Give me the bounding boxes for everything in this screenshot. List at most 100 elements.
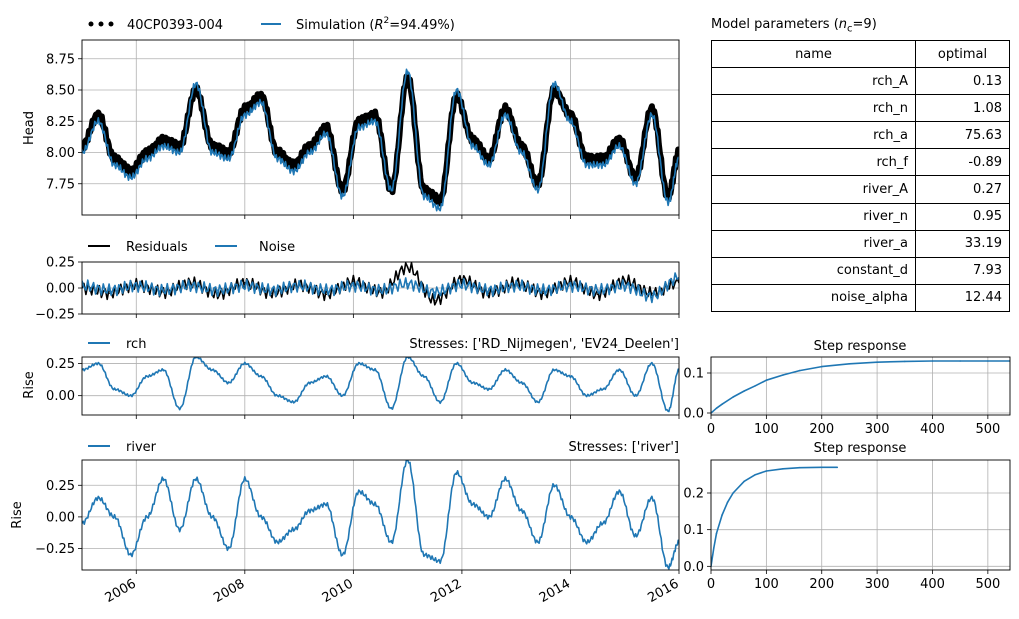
data-point	[585, 394, 588, 397]
rch-contribution-plot: 0.00 0.25	[46, 356, 680, 419]
data-point	[602, 388, 604, 391]
data-point	[340, 187, 346, 193]
y-tick-label: 0.25	[46, 357, 75, 372]
data-point	[616, 137, 622, 143]
legend-sim-label: Simulation (R2=94.49%)	[296, 16, 455, 33]
param-name: constant_d	[711, 256, 916, 285]
x-tick-label: 2014	[537, 576, 573, 606]
data-point	[372, 112, 378, 118]
param-value: -0.89	[915, 148, 1010, 177]
data-point	[341, 394, 344, 397]
data-point	[488, 164, 490, 166]
data-point	[292, 401, 295, 403]
residuals-legend: Residuals Noise	[88, 240, 295, 255]
data-point	[623, 285, 626, 287]
data-point	[651, 292, 653, 295]
data-point	[211, 369, 214, 371]
y-tick-label: 0.2	[683, 487, 704, 502]
river-legend: river Stresses: ['river']	[88, 440, 679, 455]
river-ylabel: Rise	[10, 501, 25, 528]
data-point	[406, 266, 409, 269]
data-point	[754, 473, 757, 476]
data-point	[470, 137, 476, 143]
data-point	[651, 497, 653, 499]
data-point	[584, 156, 590, 162]
data-point	[715, 532, 718, 535]
y-tick-label: 0.25	[46, 479, 75, 494]
data-point	[602, 522, 604, 525]
data-point	[379, 289, 382, 291]
data-point	[959, 360, 961, 362]
data-point	[649, 106, 655, 112]
data-point	[162, 478, 165, 480]
data-point	[553, 484, 555, 487]
y-tick-label: 8.25	[46, 115, 75, 130]
y-tick-label: 0.25	[46, 256, 75, 271]
data-point	[226, 150, 232, 155]
param-value: 0.95	[915, 202, 1010, 231]
data-point	[146, 375, 148, 378]
param-name: rch_A	[711, 67, 916, 96]
legend-obs-marker	[88, 21, 94, 27]
param-value: 1.08	[915, 94, 1010, 123]
step1-title: Step response	[814, 339, 907, 354]
data-point	[798, 369, 801, 372]
data-point	[987, 360, 989, 362]
data-point	[146, 157, 148, 160]
data-point	[189, 285, 192, 287]
data-point	[726, 501, 729, 503]
data-point	[471, 145, 474, 148]
data-point	[374, 503, 376, 506]
data-point	[216, 289, 219, 291]
data-point	[455, 471, 458, 474]
data-point	[309, 381, 311, 384]
data-point	[537, 189, 539, 191]
data-point	[567, 112, 573, 118]
data-point	[585, 164, 588, 166]
x-tick-label: 0	[707, 577, 715, 592]
data-point	[108, 292, 110, 295]
data-point	[209, 143, 215, 149]
data-point	[569, 516, 572, 518]
data-point	[325, 503, 328, 506]
data-point	[667, 410, 669, 412]
data-point	[634, 394, 637, 397]
legend-river-label: river	[126, 440, 157, 455]
rch-legend: rch Stresses: ['RD_Nijmegen', 'EV24_Deel…	[88, 337, 679, 352]
data-point	[876, 361, 878, 364]
data-point	[585, 541, 588, 543]
simulation-series-line	[82, 68, 679, 212]
data-point	[390, 541, 393, 543]
data-point	[931, 360, 934, 362]
data-point	[309, 151, 311, 154]
y-tick-label: 7.75	[46, 177, 75, 192]
axes-frame	[710, 356, 1011, 416]
axes-frame	[81, 459, 680, 571]
params-table: name optimal rch_A 0.13 rch_n 1.08 rch_a 75.6…	[711, 39, 1010, 312]
residuals-plot: −0.25 0.00 0.25	[35, 256, 680, 323]
data-point	[848, 363, 851, 365]
legend-rch-label: rch	[126, 337, 146, 352]
x-tick-label: 2012	[428, 576, 464, 606]
data-point	[618, 369, 621, 371]
river-stresses-label: Stresses: ['river']	[568, 440, 679, 455]
data-point	[244, 282, 246, 284]
data-point	[260, 375, 262, 378]
y-tick-label: −0.25	[35, 542, 75, 557]
rch-series-line	[82, 357, 679, 413]
data-point	[352, 285, 355, 287]
param-value: 7.93	[915, 256, 1010, 285]
data-point	[307, 143, 313, 149]
data-point	[537, 401, 539, 403]
param-name: rch_f	[711, 148, 916, 177]
data-point	[423, 195, 425, 198]
data-point	[298, 285, 300, 287]
data-point	[357, 490, 360, 493]
data-point	[423, 554, 425, 556]
table-row: rch_a 75.63	[711, 121, 1010, 150]
data-point	[325, 293, 328, 296]
data-point	[276, 157, 279, 160]
data-point	[113, 388, 116, 391]
x-tick-label: 100	[754, 577, 779, 592]
data-point	[667, 201, 669, 204]
